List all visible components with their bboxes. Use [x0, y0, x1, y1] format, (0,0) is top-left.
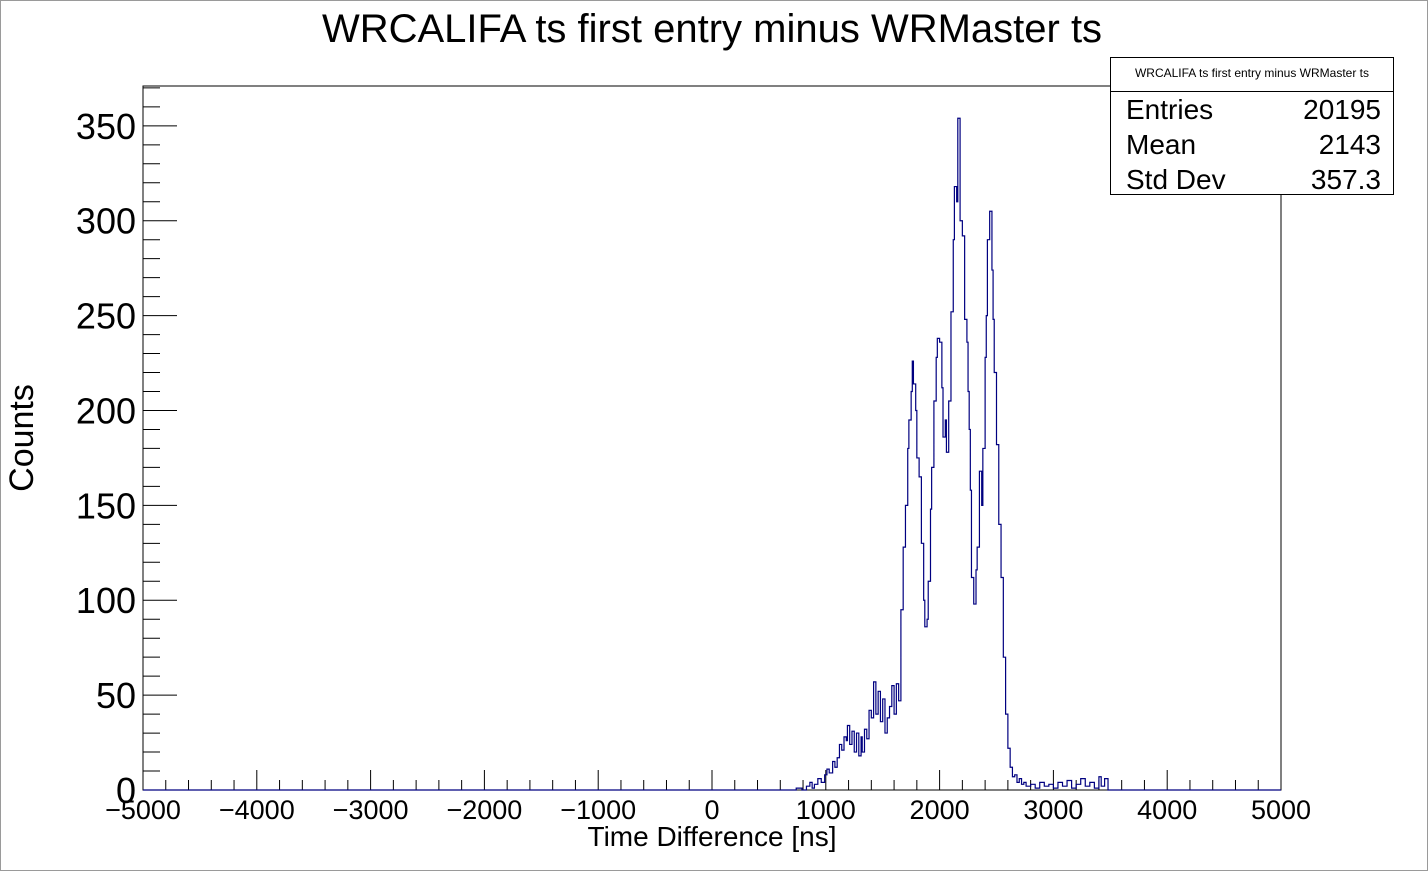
x-tick-label: 2000	[910, 795, 970, 825]
stats-label: Mean	[1126, 129, 1197, 160]
x-tick-label: 1000	[796, 795, 856, 825]
x-axis-label: Time Difference [ns]	[588, 821, 837, 852]
stats-row-std-dev: Std Dev 357.3	[1111, 162, 1393, 197]
y-tick-label: 150	[76, 485, 136, 526]
y-tick-label: 0	[116, 770, 136, 811]
stats-row-mean: Mean 2143	[1111, 127, 1393, 162]
chart-title: WRCALIFA ts first entry minus WRMaster t…	[322, 7, 1102, 51]
y-tick-label: 350	[76, 106, 136, 147]
x-tick-label: −2000	[446, 795, 522, 825]
stats-box-title: WRCALIFA ts first entry minus WRMaster t…	[1111, 58, 1393, 92]
x-tick-label: 5000	[1251, 795, 1311, 825]
y-tick-label: 50	[96, 675, 136, 716]
stats-box: WRCALIFA ts first entry minus WRMaster t…	[1110, 57, 1394, 195]
x-tick-label: 4000	[1137, 795, 1197, 825]
stats-row-entries: Entries 20195	[1111, 92, 1393, 127]
x-tick-label: 3000	[1023, 795, 1083, 825]
y-tick-label: 250	[76, 296, 136, 337]
y-tick-label: 100	[76, 580, 136, 621]
x-tick-label: −4000	[219, 795, 295, 825]
stats-label: Entries	[1126, 94, 1214, 125]
y-axis-label: Counts	[3, 384, 41, 492]
x-tick-label: 0	[704, 795, 719, 825]
x-tick-label: −3000	[333, 795, 409, 825]
y-axis: 0 50 100 150 200 250 300 350	[76, 87, 177, 811]
stats-value: 357.3	[1310, 164, 1381, 195]
stats-label: Std Dev	[1126, 164, 1226, 195]
y-tick-label: 200	[76, 390, 136, 431]
stats-value: 2143	[1318, 129, 1381, 160]
y-tick-label: 300	[76, 201, 136, 242]
x-tick-label: −5000	[105, 795, 181, 825]
histogram-line	[143, 117, 1281, 791]
x-axis: −5000 −4000 −3000 −2000 −1000 0 1000 2000 3000 40…	[105, 770, 1311, 825]
x-tick-label: −1000	[560, 795, 636, 825]
stats-value: 20195	[1303, 94, 1381, 125]
